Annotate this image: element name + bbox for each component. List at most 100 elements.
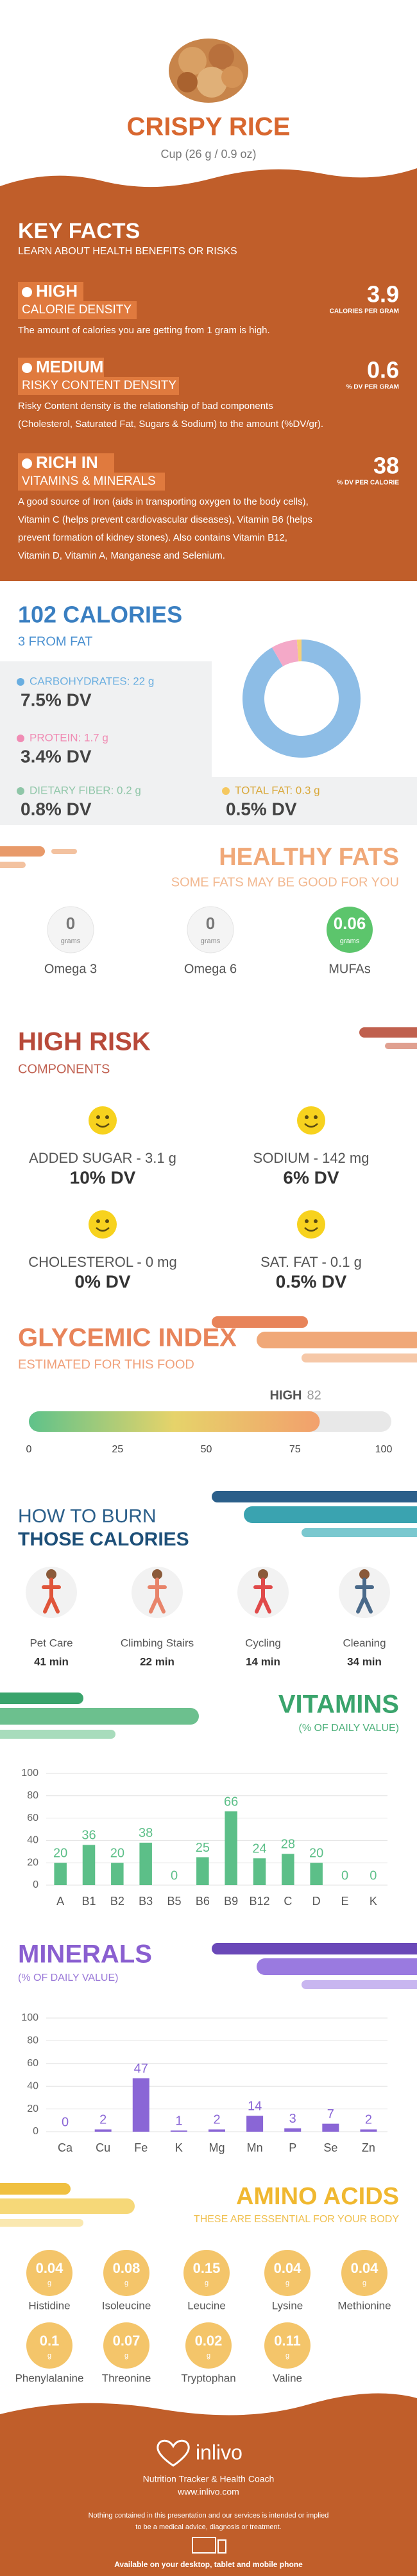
fact-value: 38 — [373, 453, 399, 479]
value-label: 20 — [110, 1846, 124, 1860]
fat-circle — [327, 907, 373, 953]
amino-circle — [341, 2250, 387, 2296]
smiley — [89, 1106, 117, 1135]
url: www.inlivo.com — [177, 2487, 239, 2497]
activity-name: Cycling — [245, 1637, 281, 1649]
y-tick-label: 60 — [27, 2058, 38, 2069]
amino-unit: g — [285, 2352, 289, 2360]
bar — [360, 2129, 377, 2132]
nutrient-dv: 3.4% DV — [21, 746, 92, 766]
nutrient-label: TOTAL FAT: 0.3 g — [235, 784, 320, 796]
bar — [310, 1863, 323, 1885]
bar — [139, 1842, 152, 1885]
person-head — [359, 1569, 370, 1580]
chart-title: VITAMINS — [278, 1691, 399, 1719]
person-body — [42, 1578, 61, 1614]
y-tick-label: 80 — [27, 1790, 38, 1801]
section-title: 102 CALORIES — [18, 602, 182, 628]
fact-label: RISKY CONTENT DENSITY — [22, 379, 176, 392]
fat-unit: grams — [340, 937, 360, 945]
fact-unit: % DV PER CALORIE — [337, 480, 399, 487]
decor-stripe — [302, 1353, 417, 1362]
smiley-mouth — [304, 1123, 318, 1128]
section-subtitle: COMPONENTS — [18, 1062, 110, 1076]
bar — [170, 2130, 187, 2132]
fact-description: The amount of calories you are getting f… — [18, 325, 270, 336]
x-tick-label: P — [289, 2141, 296, 2154]
y-tick-label: 20 — [27, 2103, 38, 2114]
section-subtitle: ESTIMATED FOR THIS FOOD — [18, 1357, 194, 1371]
label-box — [18, 301, 137, 319]
value-label: 2 — [99, 2113, 106, 2127]
amino-unit: g — [205, 2279, 208, 2287]
value-label: 0 — [62, 2115, 69, 2129]
smiley-eye — [305, 1115, 309, 1119]
smiley-eye — [105, 1219, 109, 1223]
label-box — [18, 377, 179, 395]
bar — [82, 1845, 96, 1885]
section-title: GLYCEMIC INDEX — [18, 1324, 237, 1352]
amino-value: 0.08 — [113, 2260, 140, 2276]
level-box — [18, 358, 104, 378]
person-head — [152, 1569, 162, 1580]
y-tick-label: 80 — [27, 2035, 38, 2046]
panel-bg — [0, 661, 212, 777]
decor-stripe — [257, 1332, 417, 1348]
fact-unit: % DV PER GRAM — [346, 384, 399, 391]
amino-unit: g — [207, 2352, 210, 2360]
amino-name: Phenylalanine — [15, 2372, 84, 2384]
activity-time: 34 min — [347, 1655, 382, 1667]
bar — [282, 1854, 294, 1885]
fact-description: Risky Content density is the relationshi… — [18, 401, 273, 412]
x-tick-label: E — [341, 1895, 348, 1908]
amino-name: Lysine — [272, 2299, 303, 2311]
smiley — [297, 1106, 325, 1135]
amino-value: 0.04 — [274, 2260, 302, 2276]
level-icon — [22, 458, 32, 469]
section-subtitle: LEARN ABOUT HEALTH BENEFITS OR RISKS — [18, 246, 237, 257]
value-label: 2 — [365, 2113, 372, 2127]
disclaimer: Nothing contained in this presentation a… — [89, 2512, 329, 2519]
nutrient-dot — [222, 787, 230, 795]
amino-unit: g — [362, 2279, 366, 2287]
fact-description: A good source of Iron (aids in transport… — [18, 496, 309, 507]
donut-segment — [243, 640, 361, 758]
bar — [132, 2078, 149, 2132]
nutrient-dv: 0.8% DV — [21, 799, 92, 819]
y-tick-label: 100 — [21, 2012, 38, 2023]
decor-stripe — [0, 846, 45, 857]
x-tick-label: Ca — [58, 2141, 73, 2154]
amino-name: Histidine — [28, 2299, 70, 2311]
section-title: AMINO ACIDS — [236, 2183, 399, 2210]
amino-name: Methionine — [337, 2299, 391, 2311]
x-tick-label: B6 — [196, 1895, 210, 1908]
x-tick-label: Se — [323, 2141, 337, 2154]
x-tick-label: B9 — [224, 1895, 238, 1908]
amino-name: Tryptophan — [181, 2372, 235, 2384]
value-label: 14 — [248, 2100, 262, 2114]
x-tick-label: B2 — [110, 1895, 124, 1908]
section-title: HEALTHY FATS — [219, 844, 399, 871]
amino-value: 0.04 — [351, 2260, 379, 2276]
value-label: 0 — [171, 1868, 178, 1883]
risk-label: CHOLESTEROL - 0 mg — [28, 1254, 176, 1270]
gi-tick-label: 50 — [201, 1444, 212, 1455]
gi-tick-label: 100 — [375, 1444, 393, 1455]
fact-level: MEDIUM — [36, 357, 103, 376]
fat-value: 0.06 — [334, 914, 366, 933]
nutrient-dv: 7.5% DV — [21, 690, 92, 709]
gi-tick-label: 0 — [26, 1444, 32, 1455]
level-icon — [22, 287, 32, 297]
value-label: 24 — [252, 1842, 266, 1856]
value-label: 3 — [289, 2112, 296, 2126]
risk-label: SODIUM - 142 mg — [253, 1150, 370, 1166]
bar — [246, 2116, 264, 2132]
section-subtitle: SOME FATS MAY BE GOOD FOR YOU — [171, 875, 399, 889]
bar — [253, 1858, 266, 1885]
x-tick-label: C — [284, 1895, 292, 1908]
nutrient-label: CARBOHYDRATES: 22 g — [30, 675, 154, 687]
fact-label: CALORIE DENSITY — [22, 303, 132, 317]
section-subtitle: THESE ARE ESSENTIAL FOR YOUR BODY — [194, 2214, 399, 2225]
food-image — [169, 39, 248, 103]
level-icon — [22, 363, 32, 373]
